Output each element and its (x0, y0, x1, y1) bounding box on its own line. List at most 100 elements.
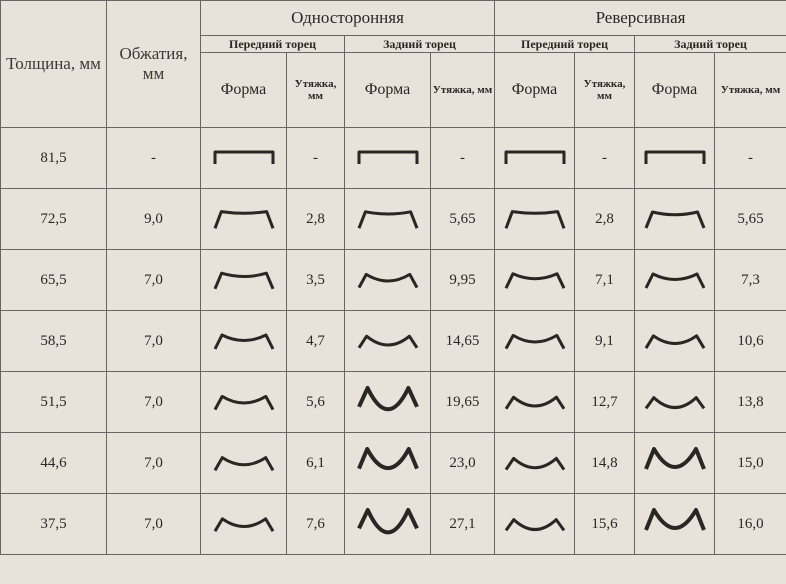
profile-line (646, 510, 704, 530)
profile-sketch (353, 136, 423, 180)
reduction-cell: 7,0 (107, 250, 201, 311)
pull-cell: 3,5 (287, 250, 345, 311)
profile-line (506, 335, 564, 348)
group-header: Односторонняя (201, 1, 495, 36)
pull-cell: 13,8 (715, 372, 786, 433)
shape-cell (345, 433, 431, 494)
profile-sketch (209, 441, 279, 485)
profile-line (359, 388, 417, 409)
profile-line (359, 212, 417, 228)
shape-cell (635, 433, 715, 494)
shape-cell (345, 311, 431, 372)
profile-line (215, 273, 273, 289)
shape-cell (201, 494, 287, 555)
profile-sketch (500, 258, 570, 302)
profile-sketch (500, 319, 570, 363)
profile-line (506, 520, 564, 531)
column-header: Форма (345, 53, 431, 128)
profile-line (359, 336, 417, 348)
shape-cell (495, 250, 575, 311)
reduction-cell: 7,0 (107, 494, 201, 555)
shape-cell (201, 189, 287, 250)
profile-sketch (500, 502, 570, 546)
data-row: 72,59,02,85,652,85,65 (1, 189, 786, 250)
profile-sketch (353, 380, 423, 424)
profile-sketch (353, 319, 423, 363)
profile-sketch (500, 380, 570, 424)
profile-sketch (640, 258, 710, 302)
column-header: Форма (635, 53, 715, 128)
shape-cell (201, 372, 287, 433)
thickness-cell: 37,5 (1, 494, 107, 555)
shape-cell (201, 128, 287, 189)
shape-cell (635, 250, 715, 311)
profile-line (215, 458, 273, 471)
column-header: Утяжка, мм (575, 53, 635, 128)
profile-sketch (500, 197, 570, 241)
pull-cell: - (431, 128, 495, 189)
shape-cell (345, 128, 431, 189)
shape-cell (345, 189, 431, 250)
profile-sketch (640, 441, 710, 485)
pull-cell: - (715, 128, 786, 189)
profile-line (506, 212, 564, 229)
column-header: Форма (201, 53, 287, 128)
reduction-cell: 7,0 (107, 433, 201, 494)
pull-cell: 7,1 (575, 250, 635, 311)
pull-cell: 14,65 (431, 311, 495, 372)
shape-cell (495, 189, 575, 250)
profile-sketch (209, 258, 279, 302)
thickness-cell: 51,5 (1, 372, 107, 433)
shape-cell (635, 372, 715, 433)
profile-line (506, 397, 564, 409)
profile-line (359, 510, 417, 532)
pull-cell: 12,7 (575, 372, 635, 433)
profile-sketch (209, 136, 279, 180)
pull-cell: - (287, 128, 345, 189)
pull-cell: 7,3 (715, 250, 786, 311)
shape-cell (495, 372, 575, 433)
shape-cell (495, 433, 575, 494)
pull-cell: 7,6 (287, 494, 345, 555)
profile-sketch (353, 258, 423, 302)
end-header: Задний торец (635, 36, 786, 53)
pull-cell: 2,8 (575, 189, 635, 250)
profile-sketch (353, 502, 423, 546)
profile-sketch (640, 380, 710, 424)
profile-line (215, 152, 273, 164)
shape-cell (201, 250, 287, 311)
shape-cell (201, 311, 287, 372)
shape-cell (635, 494, 715, 555)
group-header: Реверсивная (495, 1, 786, 36)
pull-cell: 16,0 (715, 494, 786, 555)
end-header: Задний торец (345, 36, 495, 53)
profile-sketch (209, 319, 279, 363)
pull-cell: 14,8 (575, 433, 635, 494)
pull-cell: 19,65 (431, 372, 495, 433)
profile-line (359, 449, 417, 469)
profile-sketch (353, 197, 423, 241)
shape-cell (495, 128, 575, 189)
column-header: Форма (495, 53, 575, 128)
pull-cell: 2,8 (287, 189, 345, 250)
shape-cell (635, 128, 715, 189)
profile-line (506, 152, 564, 164)
column-header: Утяжка, мм (287, 53, 345, 128)
profile-sketch (640, 136, 710, 180)
thickness-cell: 44,6 (1, 433, 107, 494)
profile-sketch (640, 502, 710, 546)
pull-cell: 4,7 (287, 311, 345, 372)
thickness-cell: 58,5 (1, 311, 107, 372)
pull-cell: 5,6 (287, 372, 345, 433)
pull-cell: 5,65 (715, 189, 786, 250)
profile-line (215, 212, 273, 229)
profile-sketch (353, 441, 423, 485)
profile-line (646, 449, 704, 469)
end-header: Передний торец (495, 36, 635, 53)
profile-sketch (500, 136, 570, 180)
shape-cell (635, 189, 715, 250)
